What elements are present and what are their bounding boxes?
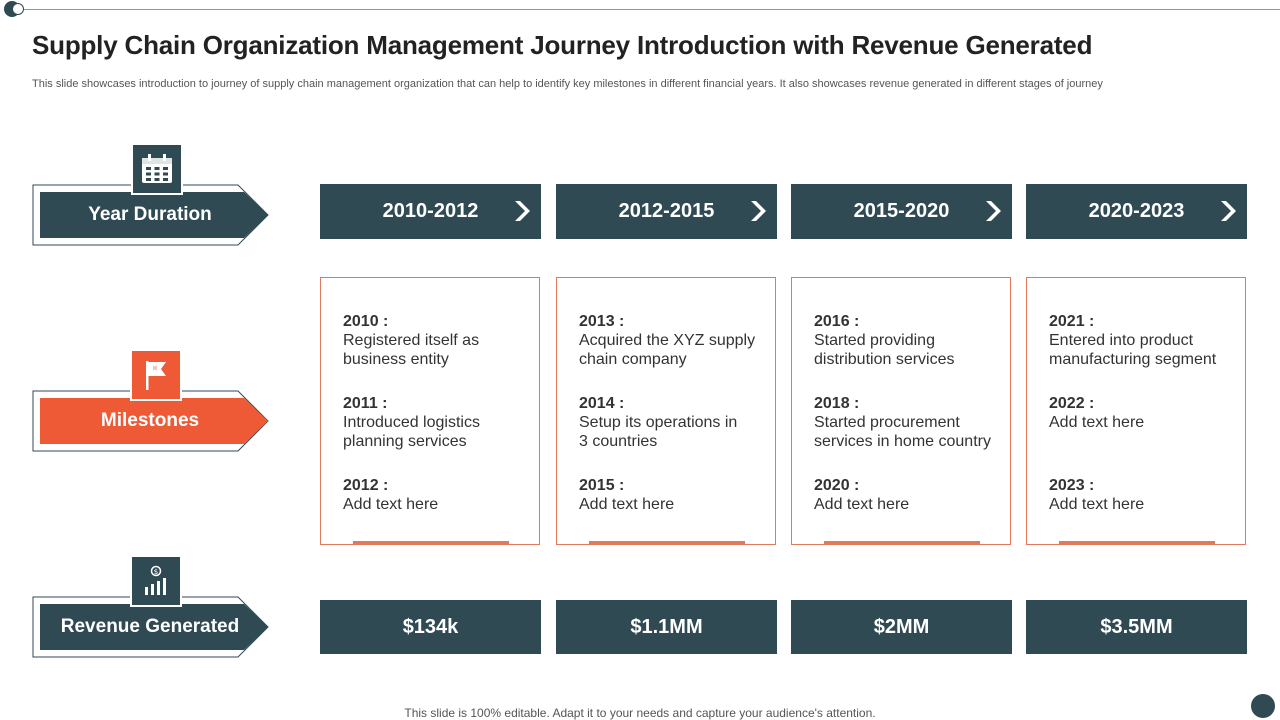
period-box-2: 2012-2015 — [556, 184, 777, 239]
year-duration-label: Year Duration — [32, 184, 272, 246]
revenue-label: Revenue Generated — [32, 596, 272, 658]
milestone-entry: 2018 : Started procurement services in ho… — [814, 395, 991, 450]
milestone-entry: 2023 : Add text here — [1049, 477, 1145, 513]
milestone-box-1: 2010 : Registered itself as business enti… — [320, 277, 540, 545]
accent-bar — [824, 541, 980, 545]
growth-chart-icon: $ — [130, 555, 182, 607]
milestone-entry: 2012 : Add text here — [343, 477, 439, 513]
revenue-text: Revenue Generated — [60, 616, 240, 637]
calendar-icon — [131, 143, 183, 195]
period-box-1: 2010-2012 — [320, 184, 541, 239]
accent-bar — [589, 541, 745, 545]
top-rule — [20, 9, 1280, 10]
milestones-label: Milestones — [32, 390, 272, 452]
period-label: 2015-2020 — [853, 200, 950, 222]
page-title: Supply Chain Organization Management Jou… — [32, 30, 1093, 60]
milestone-entry: 2011 : Introduced logistics planning serv… — [343, 395, 480, 450]
milestones-text: Milestones — [100, 410, 200, 431]
flag-icon — [130, 349, 182, 401]
milestone-entry: 2020 : Add text here — [814, 477, 910, 513]
revenue-box-3: $2MM — [791, 600, 1012, 654]
chevron-right-icon — [751, 201, 766, 221]
milestone-entry: 2015 : Add text here — [579, 477, 675, 513]
milestone-entry: 2016 : Started providing distribution ser… — [814, 313, 955, 368]
corner-dot-decoration — [1251, 694, 1275, 718]
period-box-4: 2020-2023 — [1026, 184, 1247, 239]
milestone-entry: 2014 : Setup its operations in 3 countrie… — [579, 395, 738, 450]
milestone-entry: 2010 : Registered itself as business enti… — [343, 313, 480, 368]
revenue-box-1: $134k — [320, 600, 541, 654]
revenue-box-2: $1.1MM — [556, 600, 777, 654]
chevron-right-icon — [986, 201, 1001, 221]
milestone-entry: 2022 : Add text here — [1049, 395, 1145, 431]
corner-ring-decoration — [12, 3, 24, 15]
accent-bar — [1059, 541, 1215, 545]
page-subtitle: This slide showcases introduction to jou… — [32, 78, 1103, 90]
chevron-right-icon — [515, 201, 530, 221]
period-label: 2010-2012 — [382, 200, 479, 222]
period-label: 2020-2023 — [1088, 200, 1185, 222]
footer-note: This slide is 100% editable. Adapt it to… — [404, 706, 876, 720]
milestone-box-4: 2021 : Entered into product manufacturing… — [1026, 277, 1246, 545]
milestone-entry: 2013 : Acquired the XYZ supply chain comp… — [579, 313, 756, 368]
milestone-box-3: 2016 : Started providing distribution ser… — [791, 277, 1011, 545]
period-box-3: 2015-2020 — [791, 184, 1012, 239]
milestone-entry: 2021 : Entered into product manufacturing… — [1049, 313, 1217, 368]
chevron-right-icon — [1221, 201, 1236, 221]
accent-bar — [353, 541, 509, 545]
revenue-box-4: $3.5MM — [1026, 600, 1247, 654]
year-duration-text: Year Duration — [88, 204, 212, 225]
period-label: 2012-2015 — [618, 200, 715, 222]
milestone-box-2: 2013 : Acquired the XYZ supply chain comp… — [556, 277, 776, 545]
svg-text:$: $ — [154, 568, 158, 576]
